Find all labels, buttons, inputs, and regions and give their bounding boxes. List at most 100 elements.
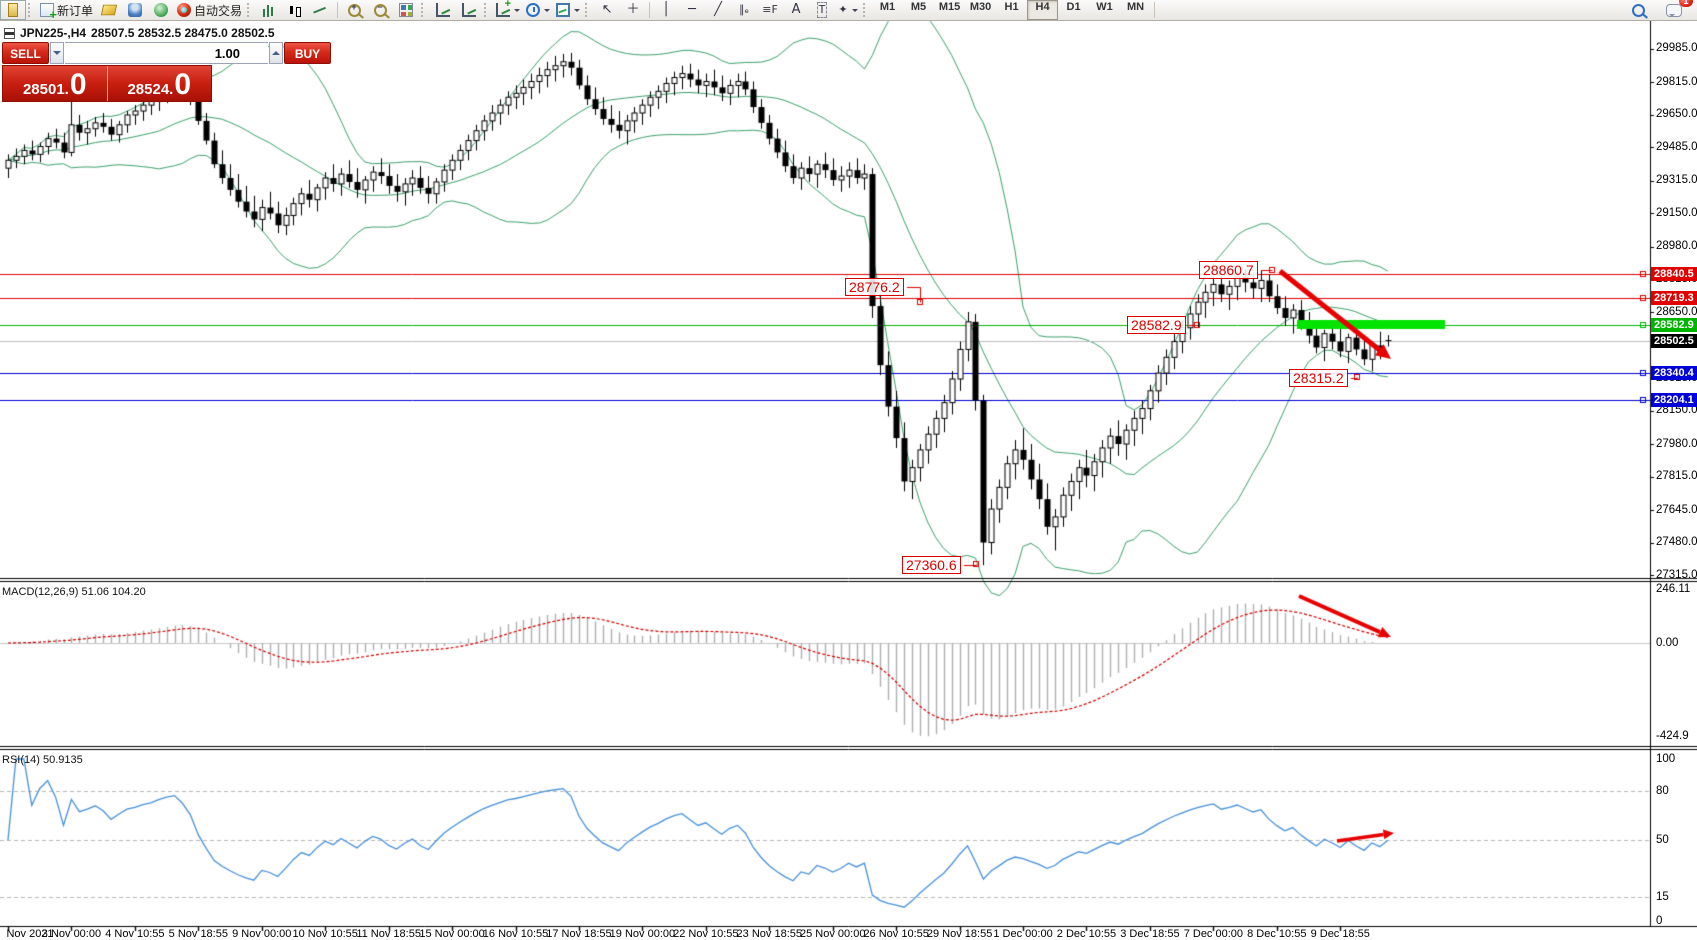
line-chart-mode-button[interactable]: [308, 0, 334, 20]
time-axis-label: 23 Nov 18:55: [736, 928, 802, 940]
timeframe-m30-button[interactable]: M30: [969, 1, 992, 13]
auto-scroll-button[interactable]: [430, 0, 456, 20]
navigator-button[interactable]: [148, 0, 174, 20]
search-button[interactable]: [1625, 0, 1651, 20]
channel-icon: ∥ₑ: [738, 3, 750, 16]
price-tick-label: 29485.0: [1656, 140, 1697, 153]
timeframe-h4-button[interactable]: H4: [1027, 0, 1059, 20]
price-tick-label: 29985.0: [1656, 42, 1697, 55]
chevron-down-icon: [544, 9, 551, 15]
shapes-dropdown[interactable]: ✦: [835, 0, 861, 20]
timeframe-mn-button[interactable]: MN: [1126, 1, 1145, 13]
timeframe-m1-button[interactable]: M1: [879, 1, 896, 13]
volume-input[interactable]: [65, 42, 268, 64]
triangle-down-icon: [53, 51, 61, 59]
chart-shift-button[interactable]: [456, 0, 482, 20]
text-label-icon: T: [816, 2, 828, 18]
chevron-down-icon: [574, 9, 581, 15]
time-axis-label: 16 Nov 10:55: [482, 928, 549, 940]
price-line-badge: 28340.4: [1651, 366, 1697, 380]
fibonacci-button[interactable]: ≡F: [757, 0, 783, 20]
timeframe-w1-button[interactable]: W1: [1096, 1, 1113, 13]
auto-trading-button[interactable]: 自动交易: [174, 0, 245, 20]
price-annotation[interactable]: 28776.2: [845, 278, 904, 296]
volume-decrease-button[interactable]: [50, 42, 64, 64]
time-axis-label: 3 Nov 00:00: [41, 928, 102, 940]
horizontal-line-button[interactable]: ─: [679, 0, 705, 20]
price-tick-label: 27480.0: [1656, 536, 1697, 549]
trendline-icon: ╱: [714, 2, 722, 17]
text-label-button[interactable]: T: [809, 0, 835, 20]
zoom-out-button[interactable]: −: [367, 0, 393, 20]
price-line-badge: 28840.5: [1651, 267, 1697, 282]
time-axis-label: 9 Dec 18:55: [1310, 928, 1370, 940]
time-axis-label: 4 Nov 10:55: [105, 928, 165, 940]
buy-button[interactable]: BUY: [284, 42, 331, 64]
time-axis-label: 29 Nov 18:55: [926, 928, 993, 940]
chart-title: JPN225-,H4 28507.5 28532.5 28475.0 28502…: [4, 26, 275, 40]
auto-trading-icon: [177, 3, 192, 17]
add-indicator-dropdown[interactable]: [493, 0, 523, 20]
price-annotation[interactable]: 27360.6: [902, 556, 961, 574]
timeframe-h1-button[interactable]: H1: [1004, 1, 1019, 13]
time-axis-label: 11 Nov 18:55: [356, 928, 421, 940]
time-axis-label: 22 Nov 10:55: [673, 928, 739, 940]
macd-tick-label: 246.11: [1656, 583, 1691, 595]
sell-button[interactable]: SELL: [2, 42, 49, 64]
timeframe-m15-button[interactable]: M15: [938, 1, 961, 13]
candlestick-mode-button[interactable]: [282, 0, 308, 20]
chevron-down-icon: [514, 9, 521, 15]
time-axis-label: 3 Dec 18:55: [1120, 928, 1180, 940]
bar-chart-icon: [262, 3, 277, 17]
timeframe-d1-button[interactable]: D1: [1066, 1, 1081, 13]
window-icon[interactable]: [0, 0, 26, 20]
timeframe-m5-button[interactable]: M5: [910, 1, 927, 13]
data-window-button[interactable]: [122, 0, 148, 20]
ohlc-values: 28507.5 28532.5 28475.0 28502.5: [91, 26, 275, 40]
fibonacci-icon: ≡F: [762, 3, 778, 16]
time-axis-label: 10 Nov 10:55: [292, 928, 358, 940]
sell-price[interactable]: 28501. 0: [3, 66, 108, 101]
price-annotation[interactable]: 28860.7: [1199, 261, 1258, 279]
zoom-out-icon: −: [373, 2, 387, 17]
crosshair-icon: ＋: [626, 2, 640, 17]
template-dropdown[interactable]: [553, 0, 583, 20]
time-axis-label: 17 Nov 18:55: [546, 928, 612, 940]
triangle-up-icon: [272, 47, 280, 55]
price-tick-label: 27645.0: [1656, 503, 1697, 516]
time-axis-label: 5 Nov 18:55: [168, 928, 228, 940]
zoom-in-button[interactable]: +: [341, 0, 367, 20]
vertical-line-icon: │: [662, 2, 670, 17]
new-order-label: 新订单: [57, 3, 94, 18]
time-axis-label: 7 Dec 00:00: [1183, 928, 1244, 940]
current-price-badge: 28502.5: [1651, 334, 1697, 349]
trendline-button[interactable]: ╱: [705, 0, 731, 20]
rsi-label: RSI(14) 50.9135: [2, 754, 83, 766]
price-annotation[interactable]: 28582.9: [1127, 316, 1186, 334]
cursor-button[interactable]: ↖: [594, 0, 620, 20]
auto-trading-label: 自动交易: [194, 3, 243, 18]
rsi-tick-label: 80: [1656, 785, 1669, 798]
notifications-button[interactable]: 1: [1661, 0, 1693, 20]
tile-windows-button[interactable]: [393, 0, 419, 20]
buy-price[interactable]: 28524. 0: [107, 66, 211, 101]
period-dropdown[interactable]: [523, 0, 553, 20]
crosshair-button[interactable]: ＋: [620, 0, 646, 20]
market-watch-button[interactable]: [96, 0, 122, 20]
horizontal-line-icon: ─: [688, 2, 696, 17]
bar-chart-mode-button[interactable]: [256, 0, 282, 20]
rsi-tick-label: 100: [1656, 753, 1676, 765]
channel-button[interactable]: ∥ₑ: [731, 0, 757, 20]
price-annotation[interactable]: 28315.2: [1289, 369, 1348, 387]
sell-price-big-digit: 0: [69, 68, 87, 101]
text-button[interactable]: A: [783, 0, 809, 20]
gold-icon: [100, 4, 118, 16]
new-order-button[interactable]: 新订单: [37, 0, 96, 21]
notification-badge: 1: [1679, 0, 1693, 7]
volume-increase-button[interactable]: [269, 42, 283, 64]
vertical-line-button[interactable]: │: [653, 0, 679, 20]
time-axis-label: 25 Nov 00:00: [800, 928, 866, 940]
price-tick-label: 28980.0: [1656, 240, 1697, 253]
rsi-tick-label: 0: [1656, 915, 1663, 927]
